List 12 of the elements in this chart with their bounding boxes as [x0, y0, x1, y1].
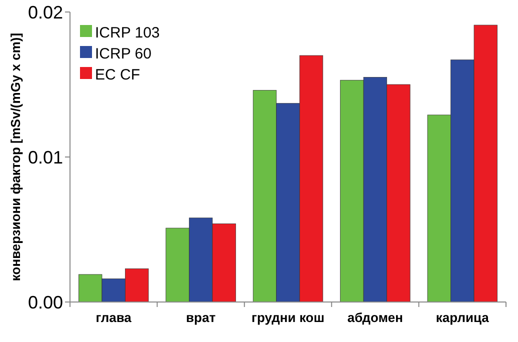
- x-tick-label: грудни кош: [252, 310, 324, 325]
- y-tick-label: 0.00: [28, 292, 63, 312]
- legend-label: EC CF: [95, 66, 140, 84]
- x-tick-label: глава: [96, 310, 132, 325]
- y-tick-label: 0.02: [28, 2, 63, 22]
- x-tick-label: врат: [186, 310, 216, 325]
- x-tick-label: абдомен: [347, 310, 404, 325]
- legend-label: ICRP 60: [95, 45, 152, 62]
- y-tick-label: 0.01: [28, 147, 63, 168]
- x-tick-label: карлица: [436, 310, 490, 325]
- legend-label: ICRP 103: [95, 24, 160, 42]
- y-axis-title: конверзиони фактор [mSv/(mGy x cm)]: [8, 32, 23, 282]
